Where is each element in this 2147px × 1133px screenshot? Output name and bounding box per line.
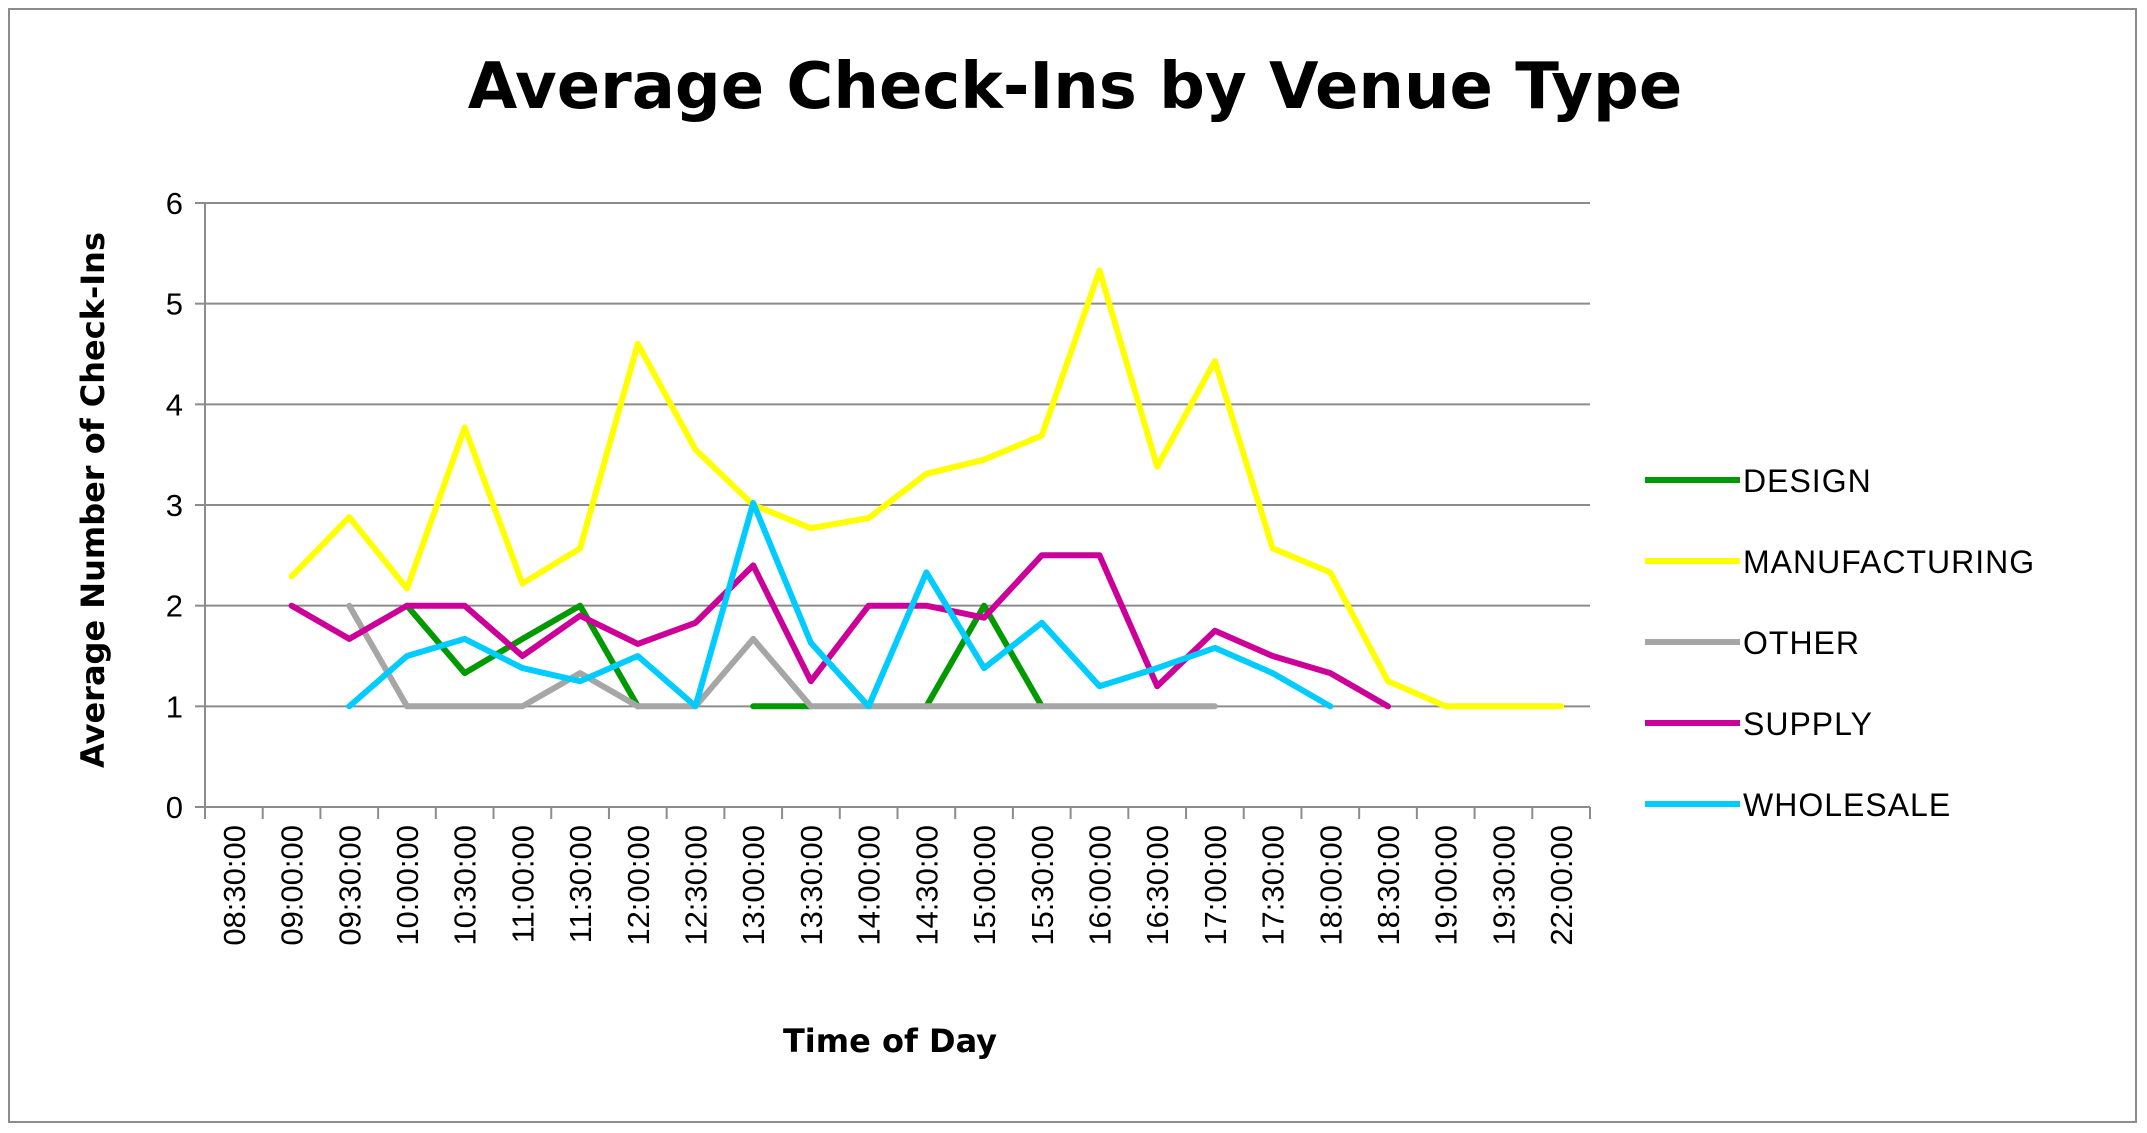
y-tick-label: 2 — [166, 589, 183, 624]
x-tick-label: 09:30:00 — [332, 825, 367, 946]
chart-title: Average Check-Ins by Venue Type — [468, 50, 1682, 124]
x-tick-label: 14:00:00 — [852, 825, 887, 946]
legend-label-other: OTHER — [1743, 625, 1860, 661]
x-tick-label: 17:30:00 — [1256, 825, 1291, 946]
x-tick-label: 10:00:00 — [390, 825, 425, 946]
x-tick-label: 11:00:00 — [505, 825, 540, 943]
x-tick-label: 19:30:00 — [1486, 825, 1521, 946]
x-tick-label: 15:00:00 — [967, 825, 1002, 946]
series-line-manufacturing — [288, 267, 1565, 710]
x-tick-label: 12:30:00 — [679, 825, 714, 946]
y-tick-label: 6 — [166, 186, 183, 221]
x-tick-label: 16:00:00 — [1082, 825, 1117, 946]
y-tick-label: 5 — [166, 287, 183, 322]
legend-label-wholesale: WHOLESALE — [1743, 787, 1951, 823]
x-tick-label: 15:30:00 — [1025, 825, 1060, 946]
series-line-other — [346, 602, 1218, 710]
x-tick-labels: 08:30:00 09:00:00 09:30:00 10:00:00 10:30:00… — [217, 825, 1579, 946]
x-tick-label: 18:30:00 — [1371, 825, 1406, 946]
y-tick-label: 4 — [166, 387, 183, 422]
y-tick-label: 0 — [166, 790, 183, 825]
x-tick-label: 19:00:00 — [1429, 825, 1464, 946]
x-tick-label: 09:00:00 — [275, 825, 310, 946]
y-tick-labels: 0 1 2 3 4 5 6 — [166, 186, 183, 825]
x-tick-label: 14:30:00 — [909, 825, 944, 946]
x-tick-label: 11:30:00 — [563, 825, 598, 943]
x-tick-label: 10:30:00 — [448, 825, 483, 946]
series-lines — [288, 267, 1565, 710]
y-tick-label: 3 — [166, 488, 183, 523]
x-tick-label: 12:00:00 — [621, 825, 656, 946]
x-tick-label: 22:00:00 — [1544, 825, 1579, 946]
x-tick-label: 13:30:00 — [794, 825, 829, 946]
series-line-supply — [288, 552, 1391, 710]
legend-label-supply: SUPPLY — [1743, 706, 1873, 742]
x-tick-label: 18:00:00 — [1313, 825, 1348, 946]
axes — [204, 203, 1591, 819]
series-line-design — [404, 602, 1045, 710]
legend-label-manufacturing: MANUFACTURING — [1743, 544, 2035, 580]
legend: DESIGN MANUFACTURING OTHER SUPPLY WHOLESALE — [1645, 463, 2035, 823]
series-line-wholesale — [346, 500, 1334, 710]
x-axis-title: Time of Day — [783, 1022, 997, 1060]
y-tick-label: 1 — [166, 689, 183, 724]
gridlines — [195, 202, 1590, 808]
x-tick-label: 13:00:00 — [736, 825, 771, 946]
x-tick-label: 08:30:00 — [217, 825, 252, 946]
x-tick-label: 16:30:00 — [1140, 825, 1175, 946]
y-axis-title: Average Number of Check-Ins — [74, 232, 112, 768]
legend-label-design: DESIGN — [1743, 463, 1872, 499]
line-chart: Average Check-Ins by Venue Type 0123456 … — [74, 50, 2035, 1060]
x-tick-label: 17:00:00 — [1198, 825, 1233, 946]
